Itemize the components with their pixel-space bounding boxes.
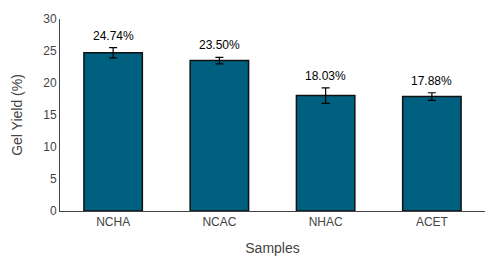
svg-text:15: 15 xyxy=(43,108,57,122)
svg-text:Gel Yield (%): Gel Yield (%) xyxy=(9,74,25,156)
svg-text:24.74%: 24.74% xyxy=(93,29,134,43)
svg-text:20: 20 xyxy=(43,76,57,90)
svg-text:30: 30 xyxy=(43,12,57,26)
svg-text:NHAC: NHAC xyxy=(309,215,343,229)
svg-text:NCHA: NCHA xyxy=(96,215,130,229)
svg-text:25: 25 xyxy=(43,44,57,58)
svg-text:NCAC: NCAC xyxy=(202,215,236,229)
svg-text:18.03%: 18.03% xyxy=(305,69,346,83)
svg-text:0: 0 xyxy=(50,204,57,218)
svg-text:10: 10 xyxy=(43,140,57,154)
svg-text:Samples: Samples xyxy=(245,240,299,256)
svg-text:17.88%: 17.88% xyxy=(411,74,452,88)
svg-text:23.50%: 23.50% xyxy=(199,38,240,52)
svg-text:ACET: ACET xyxy=(416,215,449,229)
svg-text:5: 5 xyxy=(50,172,57,186)
